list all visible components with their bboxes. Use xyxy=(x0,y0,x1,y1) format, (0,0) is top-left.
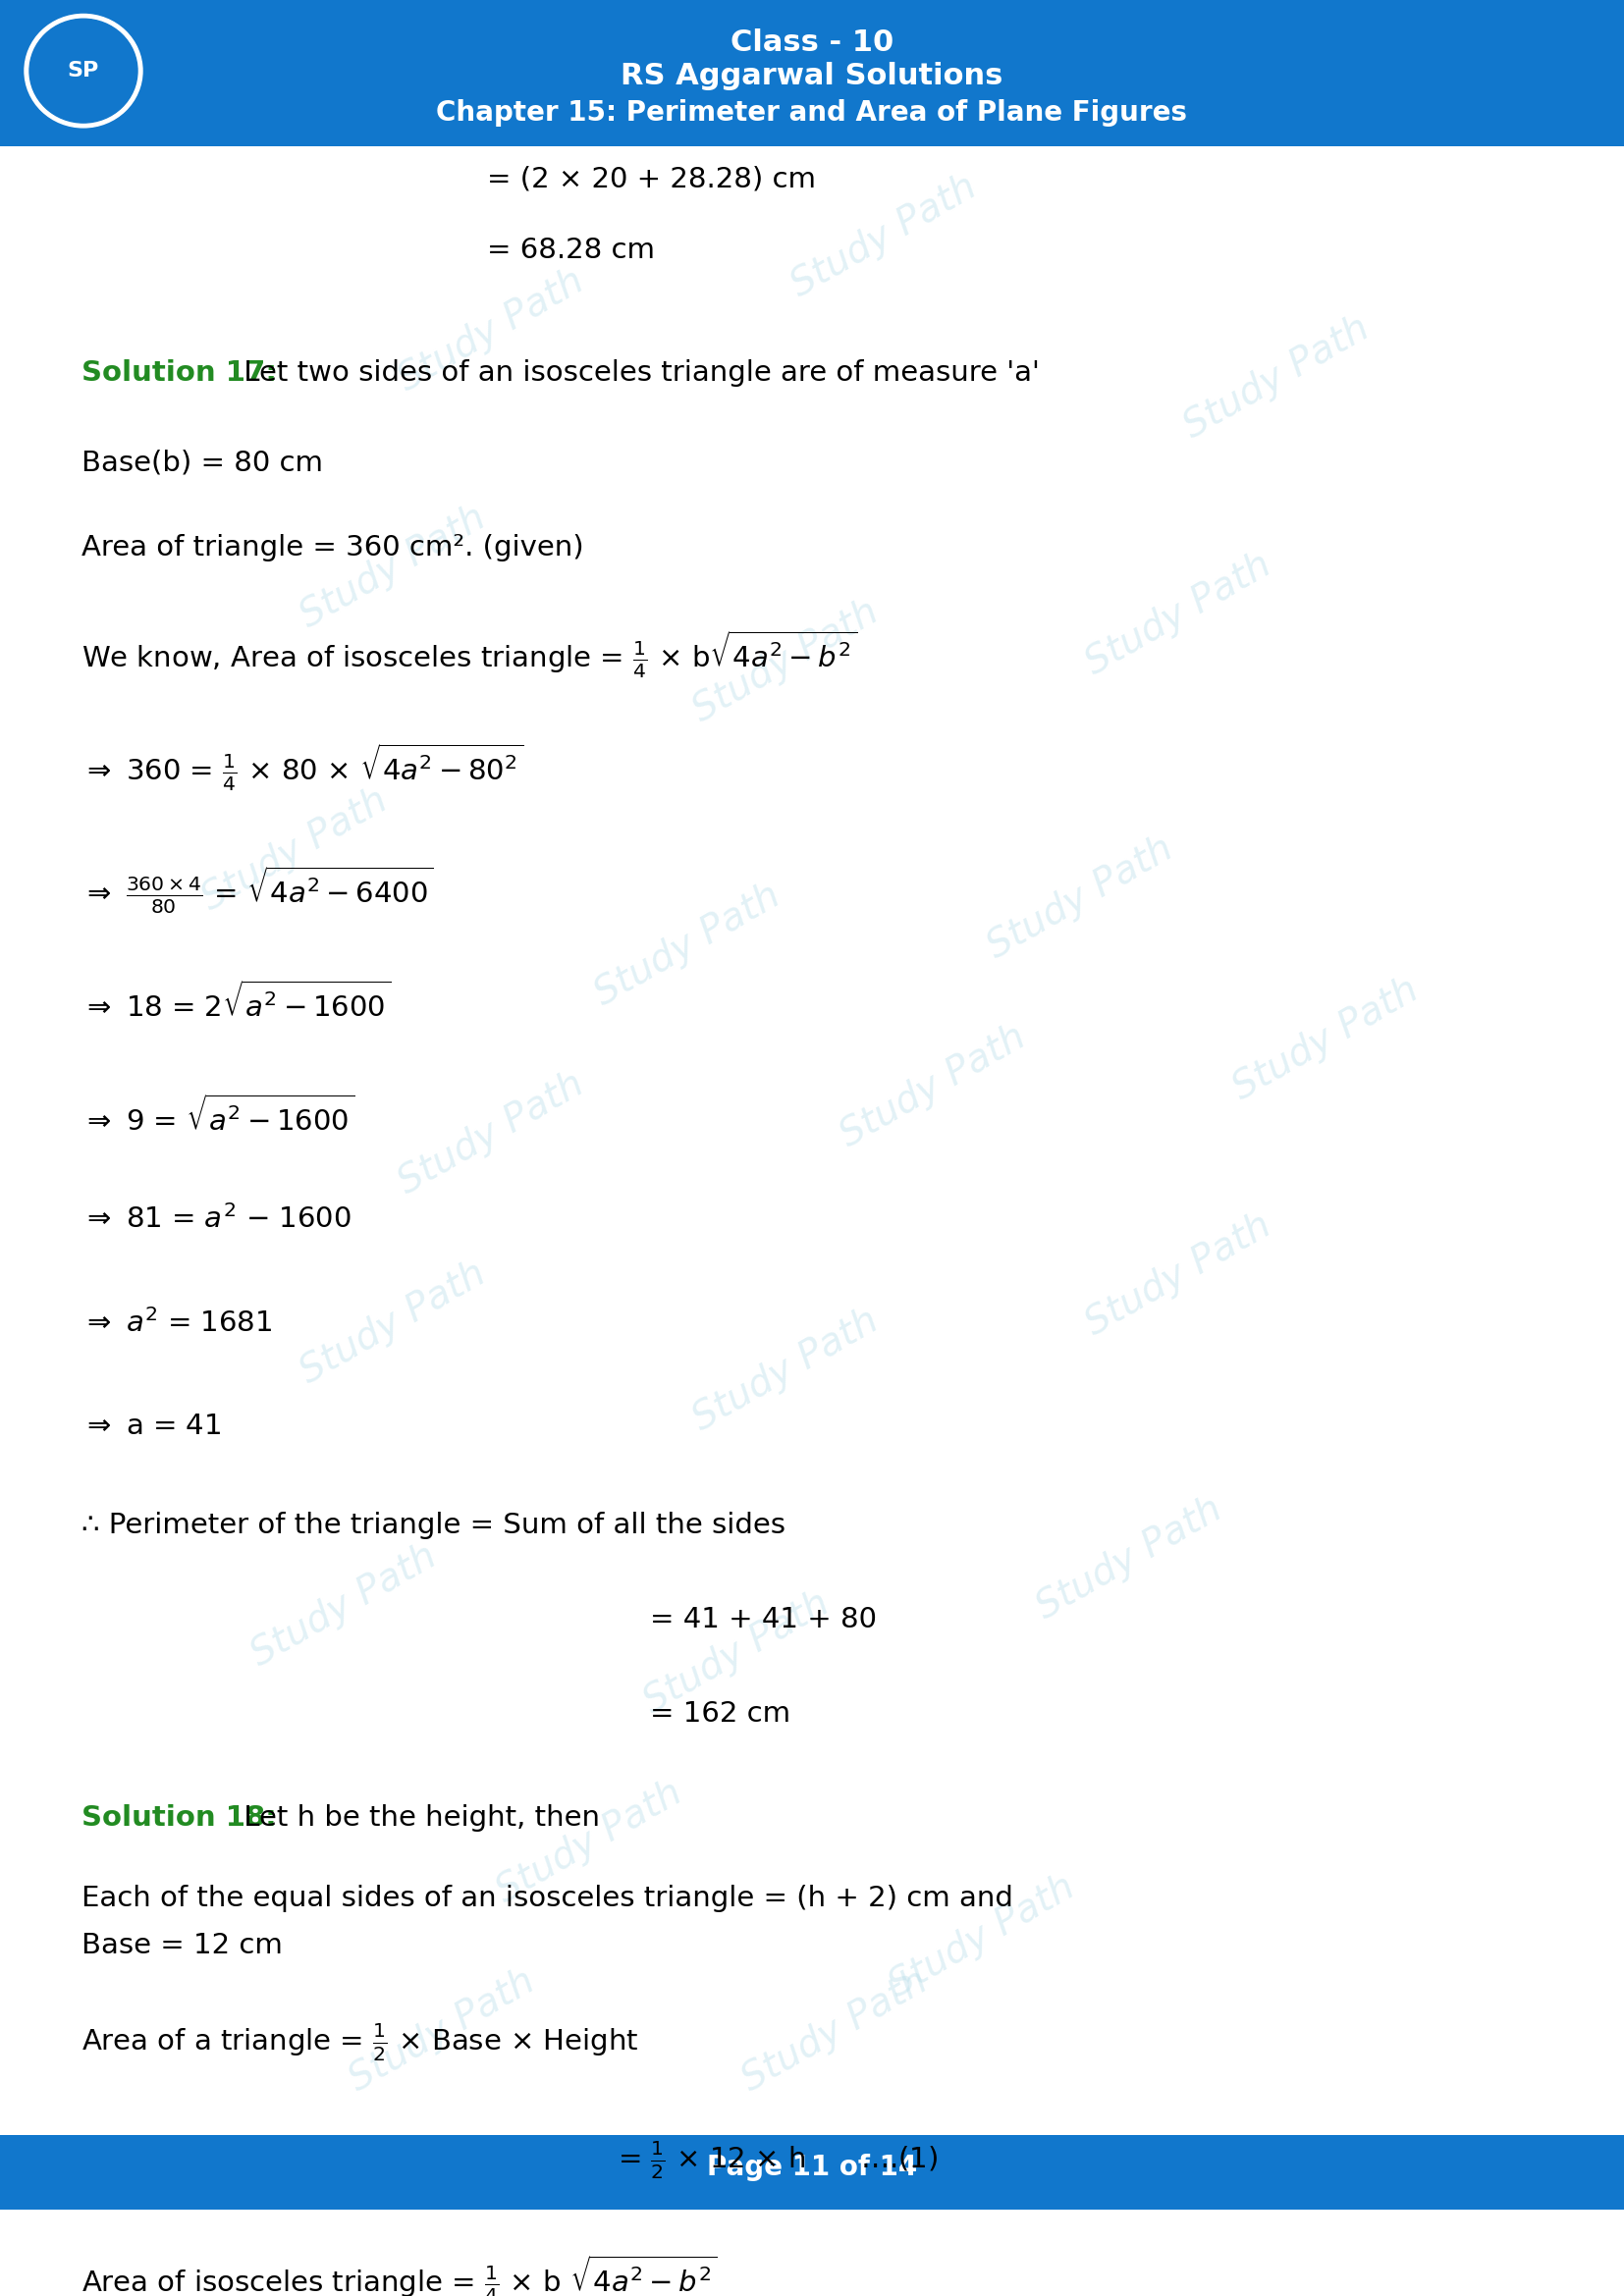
Text: Let two sides of an isosceles triangle are of measure 'a': Let two sides of an isosceles triangle a… xyxy=(234,358,1039,386)
Text: $\Rightarrow$ $\frac{360 \times 4}{80}$ = $\sqrt{4a^2 - 6400}$: $\Rightarrow$ $\frac{360 \times 4}{80}$ … xyxy=(81,863,434,916)
Text: Study Path: Study Path xyxy=(343,1963,541,2099)
Text: Area of isosceles triangle = $\frac{1}{4}$ × b $\sqrt{4a^2 - b^2}$: Area of isosceles triangle = $\frac{1}{4… xyxy=(81,2252,718,2296)
Text: $\Rightarrow$ a = 41: $\Rightarrow$ a = 41 xyxy=(81,1412,221,1440)
Text: Study Path: Study Path xyxy=(391,262,590,400)
Text: RS Aggarwal Solutions: RS Aggarwal Solutions xyxy=(620,62,1004,90)
Text: = 41 + 41 + 80: = 41 + 41 + 80 xyxy=(650,1605,877,1632)
Text: ∴ Perimeter of the triangle = Sum of all the sides: ∴ Perimeter of the triangle = Sum of all… xyxy=(81,1511,784,1538)
Text: = 162 cm: = 162 cm xyxy=(650,1699,791,1727)
Circle shape xyxy=(29,18,138,122)
Text: Study Path: Study Path xyxy=(1177,310,1376,445)
Text: Study Path: Study Path xyxy=(833,1017,1033,1155)
Text: Class - 10: Class - 10 xyxy=(731,28,893,57)
Text: Solution 18:: Solution 18: xyxy=(81,1805,276,1832)
Text: SP: SP xyxy=(68,62,99,80)
Text: Study Path: Study Path xyxy=(685,592,885,730)
Text: $\Rightarrow$ 81 = $a^2$ − 1600: $\Rightarrow$ 81 = $a^2$ − 1600 xyxy=(81,1205,351,1233)
Text: = $\frac{1}{2}$ × 12 × h      ….(1): = $\frac{1}{2}$ × 12 × h ….(1) xyxy=(617,2140,937,2181)
Text: Base = 12 cm: Base = 12 cm xyxy=(81,1931,283,1958)
Text: Study Path: Study Path xyxy=(294,498,492,634)
Text: Study Path: Study Path xyxy=(195,783,395,918)
Text: Study Path: Study Path xyxy=(294,1254,492,1391)
FancyBboxPatch shape xyxy=(0,2135,1624,2209)
Text: Each of the equal sides of an isosceles triangle = (h + 2) cm and: Each of the equal sides of an isosceles … xyxy=(81,1885,1013,1913)
Text: Study Path: Study Path xyxy=(685,1302,885,1437)
Text: Study Path: Study Path xyxy=(1078,546,1278,682)
Text: Study Path: Study Path xyxy=(784,168,983,305)
Text: Study Path: Study Path xyxy=(1226,971,1424,1107)
Text: Study Path: Study Path xyxy=(391,1065,590,1201)
Text: Study Path: Study Path xyxy=(244,1538,443,1674)
Text: Study Path: Study Path xyxy=(736,1963,934,2099)
Text: $\Rightarrow$ 9 = $\sqrt{a^2 - 1600}$: $\Rightarrow$ 9 = $\sqrt{a^2 - 1600}$ xyxy=(81,1095,354,1137)
Text: Study Path: Study Path xyxy=(882,1869,1082,2004)
FancyBboxPatch shape xyxy=(0,0,1624,147)
Text: Study Path: Study Path xyxy=(981,829,1179,964)
Text: Study Path: Study Path xyxy=(588,877,786,1013)
Text: Area of triangle = 360 cm². (given): Area of triangle = 360 cm². (given) xyxy=(81,533,583,560)
Text: Study Path: Study Path xyxy=(637,1584,836,1722)
Text: $\Rightarrow$ 18 = 2$\sqrt{a^2 - 1600}$: $\Rightarrow$ 18 = 2$\sqrt{a^2 - 1600}$ xyxy=(81,983,391,1024)
Circle shape xyxy=(24,14,143,129)
Text: Study Path: Study Path xyxy=(1078,1208,1278,1343)
Text: Area of a triangle = $\frac{1}{2}$ × Base × Height: Area of a triangle = $\frac{1}{2}$ × Bas… xyxy=(81,2020,638,2064)
Text: We know, Area of isosceles triangle = $\frac{1}{4}$ × b$\sqrt{4a^2 - b^2}$: We know, Area of isosceles triangle = $\… xyxy=(81,629,857,680)
Text: Study Path: Study Path xyxy=(1030,1490,1228,1626)
Text: Solution 17:: Solution 17: xyxy=(81,358,276,386)
Text: = 68.28 cm: = 68.28 cm xyxy=(487,236,654,264)
Text: Let h be the height, then: Let h be the height, then xyxy=(234,1805,599,1832)
Text: = (2 × 20 + 28.28) cm: = (2 × 20 + 28.28) cm xyxy=(487,165,817,193)
Text: Page 11 of 14: Page 11 of 14 xyxy=(706,2154,918,2181)
Text: Study Path: Study Path xyxy=(490,1775,689,1910)
Text: $\Rightarrow$ 360 = $\frac{1}{4}$ × 80 × $\sqrt{4a^2 - 80^2}$: $\Rightarrow$ 360 = $\frac{1}{4}$ × 80 ×… xyxy=(81,742,523,794)
Text: Chapter 15: Perimeter and Area of Plane Figures: Chapter 15: Perimeter and Area of Plane … xyxy=(437,99,1187,126)
Text: Base(b) = 80 cm: Base(b) = 80 cm xyxy=(81,448,323,475)
Text: $\Rightarrow$ $a^2$ = 1681: $\Rightarrow$ $a^2$ = 1681 xyxy=(81,1309,271,1339)
